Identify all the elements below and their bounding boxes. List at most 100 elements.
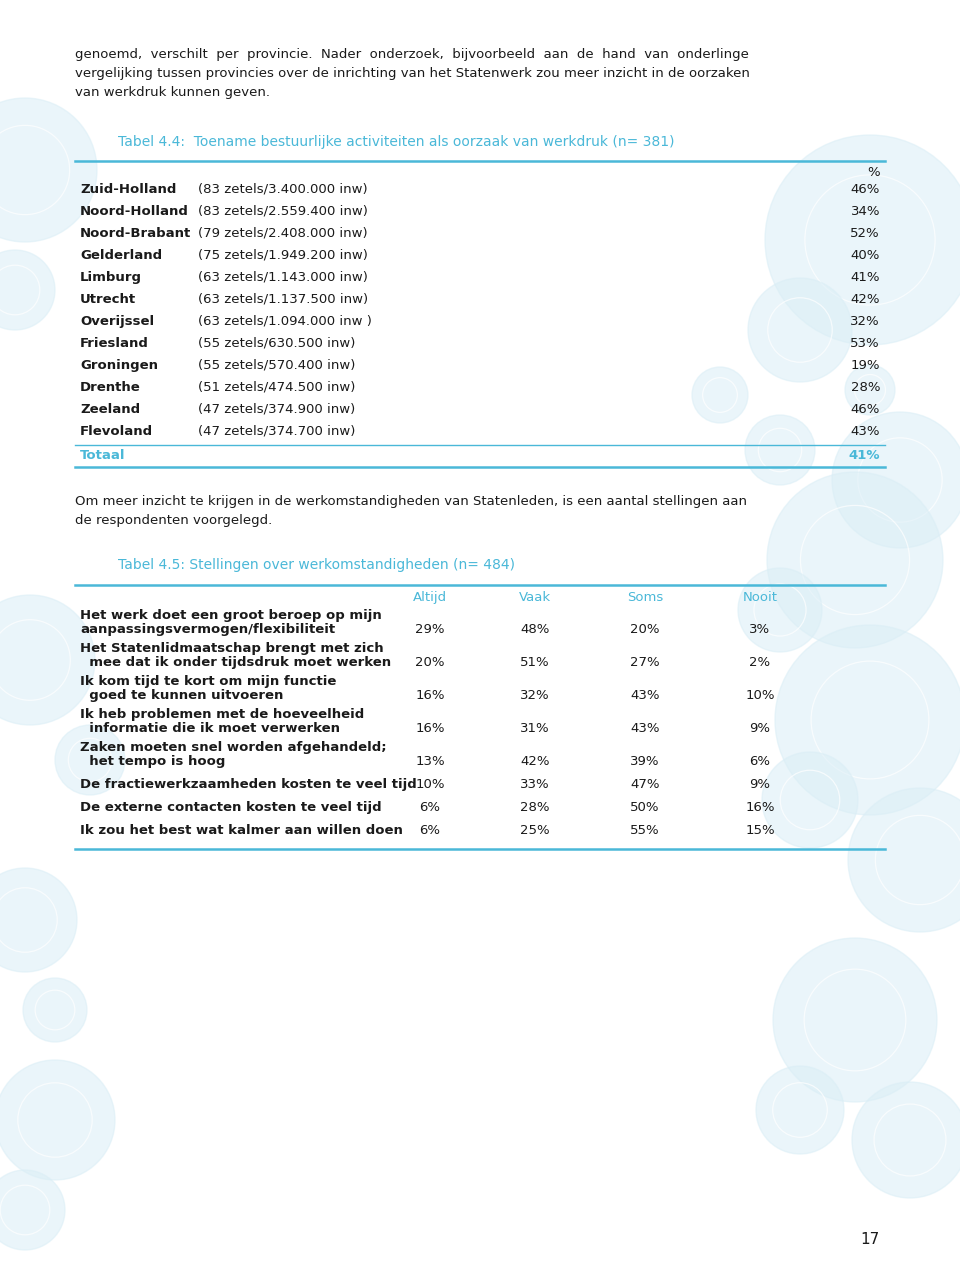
Text: Altijd: Altijd [413,591,447,604]
Text: (47 zetels/374.700 inw): (47 zetels/374.700 inw) [198,426,355,438]
Text: (55 zetels/630.500 inw): (55 zetels/630.500 inw) [198,337,355,350]
Text: (63 zetels/1.094.000 inw ): (63 zetels/1.094.000 inw ) [198,314,372,328]
Circle shape [775,625,960,815]
Text: 29%: 29% [416,623,444,637]
Text: 32%: 32% [520,690,550,702]
Text: 39%: 39% [631,755,660,768]
Text: 43%: 43% [631,722,660,735]
Text: informatie die ik moet verwerken: informatie die ik moet verwerken [80,722,340,735]
Circle shape [773,938,937,1103]
Text: 47%: 47% [631,778,660,791]
Text: Het Statenlidmaatschap brengt met zich: Het Statenlidmaatschap brengt met zich [80,642,384,655]
Text: Zuid-Holland: Zuid-Holland [80,183,177,196]
Text: Tabel 4.4:  Toename bestuurlijke activiteiten als oorzaak van werkdruk (n= 381): Tabel 4.4: Toename bestuurlijke activite… [118,135,675,149]
Text: 2%: 2% [750,655,771,669]
Text: 32%: 32% [851,314,880,328]
Circle shape [832,412,960,548]
Text: Noord-Holland: Noord-Holland [80,205,189,218]
Text: De fractiewerkzaamheden kosten te veel tijd: De fractiewerkzaamheden kosten te veel t… [80,778,417,791]
Circle shape [765,135,960,345]
Text: 6%: 6% [420,801,441,813]
Text: Tabel 4.5: Stellingen over werkomstandigheden (n= 484): Tabel 4.5: Stellingen over werkomstandig… [118,558,515,572]
Circle shape [0,1170,65,1250]
Text: 42%: 42% [520,755,550,768]
Circle shape [756,1066,844,1154]
Text: Limburg: Limburg [80,272,142,284]
Text: Zaken moeten snel worden afgehandeld;: Zaken moeten snel worden afgehandeld; [80,741,387,754]
Circle shape [762,751,858,847]
Circle shape [55,725,125,794]
Text: 27%: 27% [630,655,660,669]
Text: 33%: 33% [520,778,550,791]
Text: %: % [868,165,880,179]
Text: 3%: 3% [750,623,771,637]
Text: (55 zetels/570.400 inw): (55 zetels/570.400 inw) [198,359,355,373]
Text: 41%: 41% [851,272,880,284]
Text: (79 zetels/2.408.000 inw): (79 zetels/2.408.000 inw) [198,227,368,240]
Circle shape [738,568,822,652]
Text: Ik zou het best wat kalmer aan willen doen: Ik zou het best wat kalmer aan willen do… [80,823,403,837]
Circle shape [852,1082,960,1199]
Text: (75 zetels/1.949.200 inw): (75 zetels/1.949.200 inw) [198,249,368,261]
Text: 9%: 9% [750,778,771,791]
Circle shape [848,788,960,932]
Text: de respondenten voorgelegd.: de respondenten voorgelegd. [75,514,273,527]
Text: Totaal: Totaal [80,450,126,462]
Text: het tempo is hoog: het tempo is hoog [80,755,226,768]
Text: Nooit: Nooit [742,591,778,604]
Circle shape [748,278,852,381]
Text: 25%: 25% [520,823,550,837]
Circle shape [0,99,97,242]
Circle shape [0,1060,115,1180]
Text: (63 zetels/1.137.500 inw): (63 zetels/1.137.500 inw) [198,293,368,306]
Text: (47 zetels/374.900 inw): (47 zetels/374.900 inw) [198,403,355,416]
Circle shape [0,250,55,330]
Text: mee dat ik onder tijdsdruk moet werken: mee dat ik onder tijdsdruk moet werken [80,655,391,669]
Text: 48%: 48% [520,623,550,637]
Text: Utrecht: Utrecht [80,293,136,306]
Text: (83 zetels/2.559.400 inw): (83 zetels/2.559.400 inw) [198,205,368,218]
Text: vergelijking tussen provincies over de inrichting van het Statenwerk zou meer in: vergelijking tussen provincies over de i… [75,67,750,80]
Text: 6%: 6% [420,823,441,837]
Text: 43%: 43% [851,426,880,438]
Text: Soms: Soms [627,591,663,604]
Text: 53%: 53% [851,337,880,350]
Circle shape [692,368,748,423]
Text: (83 zetels/3.400.000 inw): (83 zetels/3.400.000 inw) [198,183,368,196]
Text: 16%: 16% [745,801,775,813]
Text: 20%: 20% [416,655,444,669]
Text: 16%: 16% [416,722,444,735]
Text: Gelderland: Gelderland [80,249,162,261]
Text: 55%: 55% [630,823,660,837]
Circle shape [23,978,87,1042]
Text: 42%: 42% [851,293,880,306]
Text: Ik kom tijd te kort om mijn functie: Ik kom tijd te kort om mijn functie [80,674,336,688]
Text: (63 zetels/1.143.000 inw): (63 zetels/1.143.000 inw) [198,272,368,284]
Text: 9%: 9% [750,722,771,735]
Text: 46%: 46% [851,403,880,416]
Circle shape [845,365,895,416]
Text: 34%: 34% [851,205,880,218]
Text: 41%: 41% [849,450,880,462]
Text: 40%: 40% [851,249,880,261]
Text: 19%: 19% [851,359,880,373]
Text: Drenthe: Drenthe [80,381,141,394]
Text: Overijssel: Overijssel [80,314,155,328]
Circle shape [767,472,943,648]
Text: 43%: 43% [631,690,660,702]
Text: 16%: 16% [416,690,444,702]
Text: Ik heb problemen met de hoeveelheid: Ik heb problemen met de hoeveelheid [80,709,364,721]
Text: 13%: 13% [415,755,444,768]
Circle shape [745,416,815,485]
Text: 52%: 52% [851,227,880,240]
Text: van werkdruk kunnen geven.: van werkdruk kunnen geven. [75,86,270,99]
Text: 50%: 50% [631,801,660,813]
Text: Flevoland: Flevoland [80,426,154,438]
Text: aanpassingsvermogen/flexibiliteit: aanpassingsvermogen/flexibiliteit [80,623,335,637]
Text: Noord-Brabant: Noord-Brabant [80,227,191,240]
Text: 17: 17 [861,1231,880,1247]
Text: De externe contacten kosten te veel tijd: De externe contacten kosten te veel tijd [80,801,382,813]
Text: Zeeland: Zeeland [80,403,140,416]
Text: 51%: 51% [520,655,550,669]
Text: goed te kunnen uitvoeren: goed te kunnen uitvoeren [80,690,283,702]
